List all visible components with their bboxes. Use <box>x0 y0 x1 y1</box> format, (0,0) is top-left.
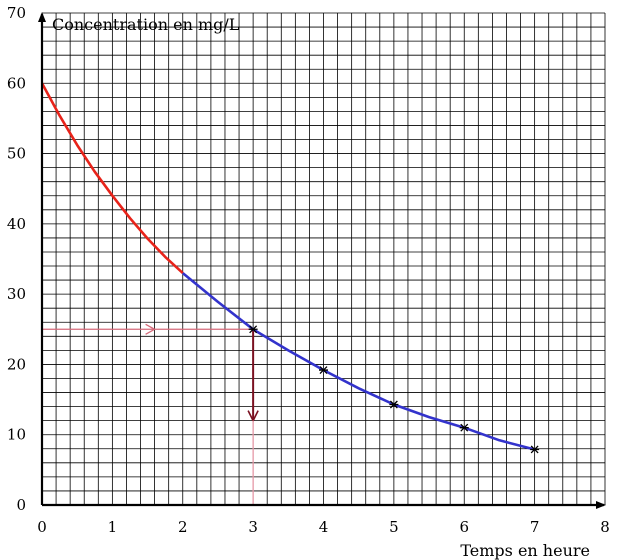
reading-lines <box>42 323 259 505</box>
x-tick-labels: 0 1 2 3 4 5 6 7 8 <box>37 518 610 536</box>
x-tick-label: 4 <box>319 518 329 536</box>
y-tick-label: 20 <box>7 355 26 373</box>
y-tick-label: 60 <box>7 74 26 92</box>
reading-arrow <box>247 410 259 423</box>
x-tick-label: 3 <box>248 518 258 536</box>
y-tick-label: 10 <box>7 426 26 444</box>
y-tick-labels: 0 10 20 30 40 50 60 70 <box>7 4 26 514</box>
reading-arrow <box>145 323 156 335</box>
x-tick-label: 7 <box>530 518 540 536</box>
y-axis-arrow <box>38 12 46 22</box>
data-point <box>248 325 258 334</box>
y-tick-label: 50 <box>7 145 26 163</box>
data-series <box>40 82 535 451</box>
chart-axes <box>38 12 606 509</box>
x-tick-label: 5 <box>389 518 399 536</box>
y-tick-label: 30 <box>7 285 26 303</box>
y-tick-label: 70 <box>7 4 26 22</box>
x-axis-title: Temps en heure <box>460 541 590 560</box>
data-markers <box>248 325 540 454</box>
x-tick-label: 6 <box>459 518 469 536</box>
y-tick-label: 0 <box>16 496 26 514</box>
series-line <box>181 272 535 451</box>
x-tick-label: 1 <box>108 518 118 536</box>
data-point <box>530 445 540 454</box>
data-point <box>389 400 399 409</box>
x-axis-arrow <box>596 501 606 509</box>
data-point <box>319 366 328 375</box>
x-tick-label: 0 <box>37 518 47 536</box>
y-axis-title: Concentration en mg/L <box>52 15 240 34</box>
data-point <box>459 423 469 432</box>
x-tick-label: 2 <box>178 518 188 536</box>
x-tick-label: 8 <box>600 518 610 536</box>
y-tick-label: 40 <box>7 215 26 233</box>
series-line <box>40 82 184 275</box>
chart-grid <box>41 12 606 506</box>
